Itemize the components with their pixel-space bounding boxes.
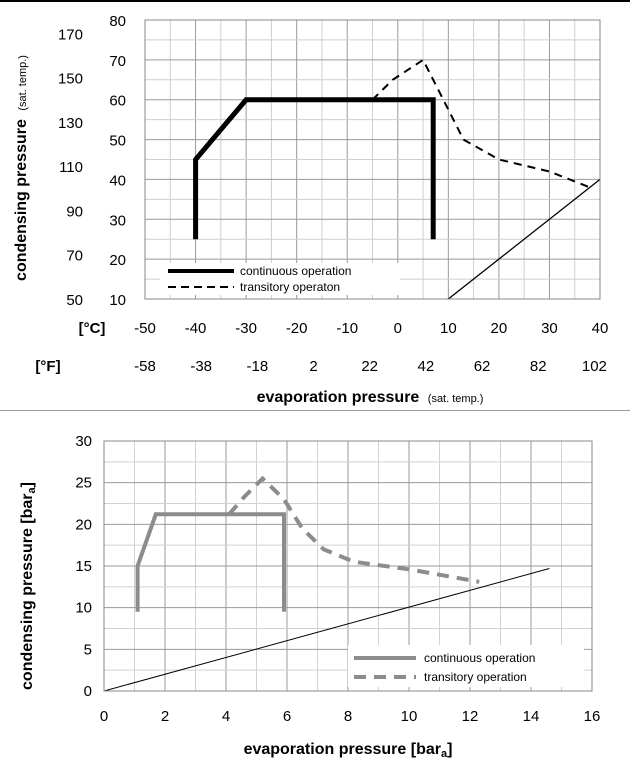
x-tick-label: 12 xyxy=(462,708,479,725)
x-tick-label-f: 102 xyxy=(582,358,607,375)
top-legend-label-continuous: continuous operation xyxy=(240,264,351,278)
top-chart-panel: continuous operation transitory operaton… xyxy=(13,13,608,406)
top-chart: continuous operation transitory operaton… xyxy=(13,13,608,406)
bottom-y-axis-title: condensing pressure [bara] xyxy=(19,482,38,690)
x-tick-label: 8 xyxy=(344,708,352,725)
bottom-x-axis-close: ] xyxy=(447,741,452,758)
x-tick-label-c: -20 xyxy=(286,320,308,337)
x-tick-label: 16 xyxy=(584,708,601,725)
y-tick-label: 0 xyxy=(84,683,92,700)
x-tick-label: 2 xyxy=(161,708,169,725)
x-tick-label: 0 xyxy=(100,708,108,725)
bottom-legend-box xyxy=(348,645,584,687)
top-x-axis-note: (sat. temp.) xyxy=(428,393,484,405)
top-x-axis-title: evaporation pressure (sat. temp.) xyxy=(257,389,484,406)
bottom-y-axis-label: condensing pressure [bar xyxy=(19,493,36,690)
x-tick-label-f: 2 xyxy=(309,358,317,375)
y-tick-label: 30 xyxy=(75,433,92,450)
y-tick-label: 15 xyxy=(75,558,92,575)
x-tick-label-c: -30 xyxy=(235,320,257,337)
x-tick-label-f: -38 xyxy=(190,358,212,375)
y-tick-label: 25 xyxy=(75,475,92,492)
top-legend-box xyxy=(160,263,400,295)
x-tick-label-c: -10 xyxy=(336,320,358,337)
top-plot-border xyxy=(144,19,601,300)
y-tick-label-c: 20 xyxy=(109,252,126,269)
bottom-legend-label-transitory: transitory operation xyxy=(424,670,527,684)
y-tick-label: 10 xyxy=(75,600,92,617)
bottom-legend: continuous operation transitory operatio… xyxy=(348,645,584,687)
x-tick-label-f: 42 xyxy=(418,358,435,375)
series-line-continuous-operation xyxy=(193,97,436,240)
top-x-unit-celsius: [°C] xyxy=(79,320,106,337)
top-grid xyxy=(144,19,601,300)
bottom-legend-label-continuous: continuous operation xyxy=(424,651,535,665)
x-tick-label-c: 0 xyxy=(394,320,402,337)
y-tick-label-f: 90 xyxy=(66,203,83,220)
x-tick-label: 4 xyxy=(222,708,230,725)
top-x-ticks-fahrenheit: -58 -38 -18 2 22 42 62 82 102 xyxy=(134,358,607,375)
top-series-group xyxy=(193,58,601,300)
y-tick-label-c: 70 xyxy=(109,53,126,70)
x-tick-label: 6 xyxy=(283,708,291,725)
x-tick-label-f: 62 xyxy=(474,358,491,375)
series-line-continuous-operation xyxy=(135,512,286,612)
top-frame-line xyxy=(0,0,630,2)
bottom-chart-panel: continuous operation transitory operatio… xyxy=(0,411,630,777)
top-y-ticks-fahrenheit: 50 70 90 110 130 150 170 xyxy=(58,26,83,309)
series-line-transitory-operation xyxy=(227,475,480,584)
top-y-axis-label: condensing pressure xyxy=(13,119,30,281)
series-line-transitory-operaton xyxy=(371,58,591,189)
y-tick-label-f: 130 xyxy=(58,115,83,132)
x-tick-label-c: 40 xyxy=(592,320,609,337)
top-x-axis-label: evaporation pressure xyxy=(257,389,420,406)
x-tick-label: 14 xyxy=(523,708,540,725)
bottom-series-group xyxy=(103,475,550,692)
top-legend: continuous operation transitory operaton xyxy=(160,263,400,295)
top-y-axis-note: (sat. temp.) xyxy=(17,55,29,111)
x-tick-label-f: 22 xyxy=(361,358,378,375)
x-tick-label-c: 10 xyxy=(440,320,457,337)
y-tick-label-f: 110 xyxy=(59,159,83,176)
y-tick-label-f: 50 xyxy=(66,292,83,309)
bottom-x-axis-title: evaporation pressure [bara] xyxy=(244,741,453,760)
bottom-chart: continuous operation transitory operatio… xyxy=(19,433,601,760)
x-tick-label-f: -18 xyxy=(247,358,269,375)
y-tick-label: 20 xyxy=(75,516,92,533)
series-line-reference xyxy=(103,568,550,692)
top-x-unit-fahrenheit: [°F] xyxy=(35,358,60,375)
y-tick-label-c: 50 xyxy=(109,133,126,150)
y-tick-label: 5 xyxy=(84,641,92,658)
bottom-y-axis-close: ] xyxy=(19,482,36,487)
y-tick-label-c: 40 xyxy=(109,172,126,189)
top-x-ticks-celsius: -50 -40 -30 -20 -10 0 10 20 30 40 xyxy=(134,320,608,337)
bottom-x-axis-label: evaporation pressure [bar xyxy=(244,741,441,758)
y-tick-label-f: 150 xyxy=(58,71,83,88)
y-tick-label-c: 10 xyxy=(109,292,126,309)
x-tick-label-f: 82 xyxy=(530,358,547,375)
x-tick-label-c: 20 xyxy=(491,320,508,337)
x-tick-label-c: 30 xyxy=(541,320,558,337)
x-tick-label: 10 xyxy=(401,708,418,725)
x-tick-label-c: -50 xyxy=(134,320,156,337)
bottom-plot-border xyxy=(103,440,593,692)
x-tick-label-c: -40 xyxy=(185,320,207,337)
y-tick-label-c: 30 xyxy=(109,212,126,229)
bottom-x-ticks: 0 2 4 6 8 10 12 14 16 xyxy=(100,708,601,725)
panel-divider xyxy=(0,410,630,411)
top-y-axis-title: condensing pressure (sat. temp.) xyxy=(13,55,30,281)
x-tick-label-f: -58 xyxy=(134,358,156,375)
bottom-y-ticks: 0 5 10 15 20 25 30 xyxy=(75,433,92,700)
y-tick-label-f: 70 xyxy=(66,248,83,265)
y-tick-label-f: 170 xyxy=(58,26,83,43)
bottom-x-axis-sub: a xyxy=(441,748,448,760)
bottom-y-axis-sub: a xyxy=(26,486,38,493)
top-legend-label-transitory: transitory operaton xyxy=(240,280,340,294)
y-tick-label-c: 80 xyxy=(109,13,126,30)
series-line-reference xyxy=(447,178,601,300)
y-tick-label-c: 60 xyxy=(109,93,126,110)
top-y-ticks-celsius: 10 20 30 40 50 60 70 80 xyxy=(109,13,126,309)
